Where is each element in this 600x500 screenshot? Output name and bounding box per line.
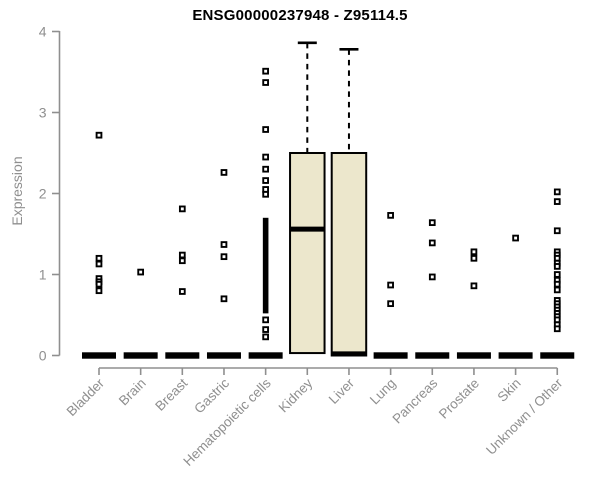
outlier-point — [178, 257, 186, 265]
outlier-point — [428, 239, 436, 247]
outlier-point — [387, 281, 394, 289]
collapsed-box — [540, 352, 575, 359]
x-tick-label: Bladder — [64, 375, 108, 419]
outlier-point — [553, 227, 561, 235]
collapsed-box — [498, 352, 533, 359]
outlier-point — [262, 67, 269, 75]
collapsed-box — [206, 352, 241, 359]
outlier-point — [95, 131, 103, 139]
x-tick-label: Breast — [152, 375, 190, 413]
outlier-point — [220, 295, 228, 303]
outlier-point — [178, 251, 186, 259]
outlier-point — [262, 326, 269, 333]
y-tick-label: 2 — [39, 186, 47, 202]
y-tick-label: 4 — [39, 24, 47, 40]
outlier-point — [95, 287, 103, 295]
collapsed-box — [248, 352, 283, 359]
x-tick-label: Kidney — [276, 375, 316, 415]
y-tick-label: 3 — [39, 105, 47, 121]
outlier-point — [262, 165, 269, 173]
outlier-point — [220, 169, 228, 176]
x-tick-label: Skin — [495, 376, 524, 405]
outlier-point — [262, 190, 269, 198]
outlier-point — [220, 253, 228, 261]
collapsed-box — [456, 352, 491, 359]
outlier-point — [387, 300, 394, 308]
outlier-band — [262, 217, 269, 314]
x-tick-label: Unknown / Other — [483, 375, 566, 458]
collapsed-box — [373, 352, 408, 359]
outlier-point — [553, 325, 561, 333]
outlier-point — [262, 316, 269, 324]
outlier-point — [262, 79, 269, 86]
outlier-point — [470, 254, 478, 262]
x-tick-label: Gastric — [191, 375, 232, 416]
outlier-point — [262, 153, 269, 161]
outlier-point — [553, 188, 561, 196]
collapsed-box — [415, 352, 450, 359]
outlier-point — [553, 271, 561, 278]
y-tick-label: 0 — [39, 348, 47, 364]
outlier-point — [387, 212, 394, 219]
outlier-point — [470, 248, 478, 256]
outlier-point — [95, 260, 103, 268]
outlier-point — [470, 282, 478, 290]
collapsed-box — [123, 352, 158, 359]
outlier-point — [553, 198, 561, 205]
x-tick-label: Brain — [116, 376, 149, 409]
box — [289, 152, 326, 355]
x-tick-label: Liver — [326, 375, 358, 407]
outlier-point — [512, 234, 519, 242]
collapsed-box — [165, 352, 200, 359]
x-tick-label: Lung — [367, 376, 399, 408]
outlier-point — [95, 280, 103, 288]
outlier-point — [428, 219, 436, 227]
outlier-point — [178, 288, 186, 295]
outlier-point — [262, 126, 269, 133]
outlier-point — [553, 286, 561, 294]
chart-title: ENSG00000237948 - Z95114.5 — [192, 7, 408, 24]
outlier-point — [95, 254, 103, 262]
outlier-point — [178, 205, 186, 213]
outlier-point — [553, 263, 561, 270]
outlier-point — [262, 177, 269, 184]
x-tick-label: Prostate — [436, 376, 482, 422]
outlier-point — [220, 241, 228, 248]
outlier-point — [553, 280, 561, 288]
y-tick-label: 1 — [39, 267, 47, 283]
box — [330, 152, 368, 357]
outlier-point — [262, 333, 269, 341]
x-tick-label: Pancreas — [389, 375, 440, 426]
collapsed-box — [82, 352, 116, 359]
outlier-point — [428, 273, 436, 281]
outlier-point — [137, 268, 145, 276]
